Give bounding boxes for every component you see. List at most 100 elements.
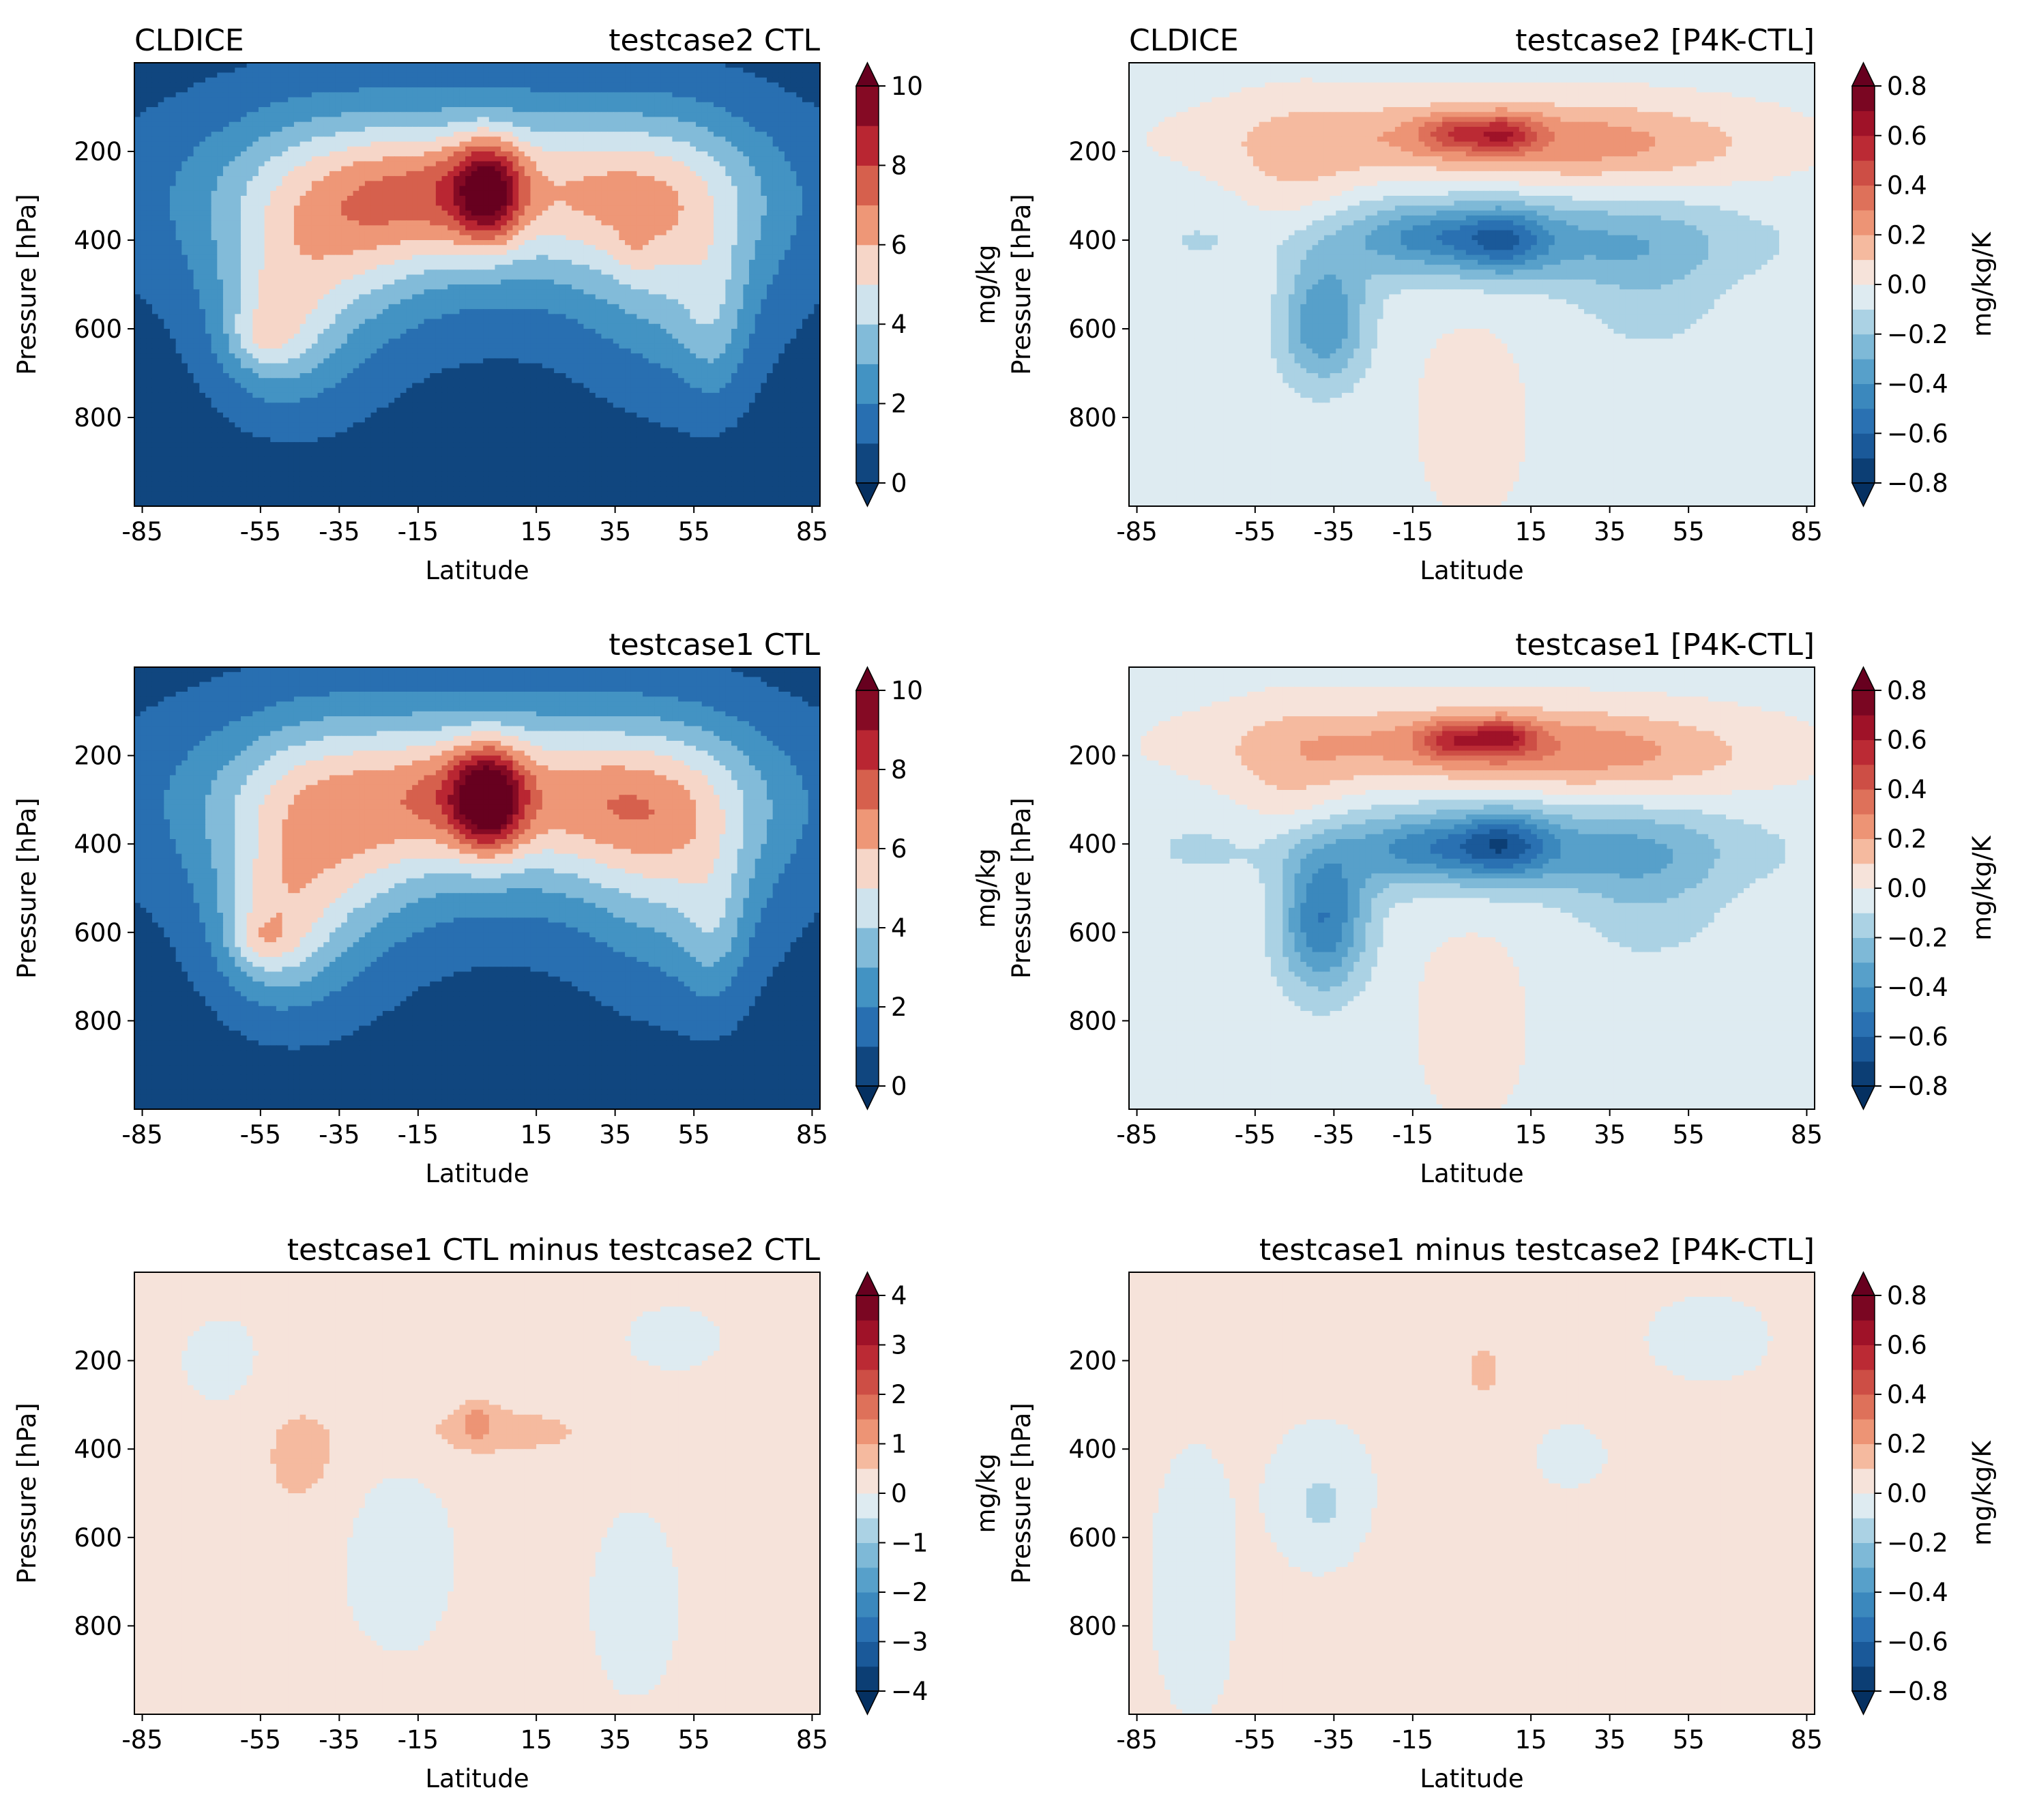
field-cell — [654, 63, 660, 68]
field-cell — [684, 72, 690, 78]
field-cell — [442, 72, 448, 78]
field-cell — [755, 98, 761, 103]
field-cell — [205, 78, 211, 83]
field-cell — [223, 102, 229, 108]
field-cell — [276, 132, 282, 137]
field-cell — [270, 87, 276, 93]
field-cell — [778, 78, 785, 83]
field-cell — [247, 107, 253, 113]
field-cell — [164, 68, 170, 73]
field-cell — [442, 68, 448, 73]
field-cell — [483, 92, 489, 98]
field-cell — [666, 132, 673, 137]
field-cell — [389, 136, 395, 142]
field-cell — [737, 107, 744, 113]
field-cell — [501, 78, 507, 83]
field-cell — [560, 78, 566, 83]
field-cell — [720, 92, 726, 98]
field-cell — [276, 107, 282, 113]
field-cell — [672, 87, 678, 93]
field-cell — [436, 132, 442, 137]
field-cell — [412, 92, 418, 98]
field-cell — [802, 83, 808, 88]
field-cell — [743, 112, 749, 117]
field-cell — [512, 132, 518, 137]
field-cell — [205, 112, 211, 117]
field-cell — [323, 132, 329, 137]
field-cell — [359, 92, 365, 98]
field-cell — [643, 122, 649, 128]
field-cell — [400, 87, 407, 93]
field-cell — [270, 136, 276, 142]
field-cell — [778, 127, 785, 132]
field-cell — [282, 72, 289, 78]
field-cell — [654, 112, 660, 117]
field-cell — [560, 68, 566, 73]
field-cell — [259, 112, 265, 117]
field-cell — [265, 98, 271, 103]
field-cell — [146, 87, 152, 93]
field-cell — [146, 83, 152, 88]
field-cell — [394, 102, 400, 108]
field-cell — [146, 107, 152, 113]
field-cell — [194, 98, 200, 103]
field-cell — [578, 127, 584, 132]
field-cell — [323, 72, 329, 78]
field-cell — [329, 63, 336, 68]
field-cell — [702, 78, 708, 83]
field-cell — [554, 132, 560, 137]
field-cell — [152, 117, 158, 122]
field-cell — [578, 63, 584, 68]
field-cell — [678, 107, 684, 113]
field-cell — [181, 112, 188, 117]
field-cell — [188, 112, 194, 117]
field-cell — [761, 102, 767, 108]
field-cell — [512, 127, 518, 132]
field-cell — [259, 122, 265, 128]
field-cell — [802, 68, 808, 73]
field-cell — [714, 112, 720, 117]
field-cell — [607, 127, 613, 132]
field-cell — [613, 127, 619, 132]
field-cell — [276, 83, 282, 88]
field-cell — [631, 92, 637, 98]
field-cell — [170, 136, 176, 142]
field-cell — [371, 127, 377, 132]
field-cell — [329, 68, 336, 73]
field-cell — [270, 122, 276, 128]
field-cell — [560, 87, 566, 93]
field-cell — [678, 78, 684, 83]
field-cell — [507, 127, 513, 132]
field-cell — [649, 72, 655, 78]
field-cell — [282, 87, 289, 93]
field-cell — [394, 117, 400, 122]
field-cell — [767, 107, 773, 113]
field-cell — [660, 78, 666, 83]
field-cell — [518, 72, 525, 78]
field-cell — [578, 112, 584, 117]
field-cell — [158, 63, 164, 68]
field-cell — [725, 102, 731, 108]
field-cell — [241, 98, 247, 103]
field-cell — [436, 117, 442, 122]
field-cell — [761, 92, 767, 98]
field-cell — [720, 117, 726, 122]
field-cell — [252, 136, 259, 142]
field-cell — [572, 63, 578, 68]
field-cell — [572, 112, 578, 117]
field-cell — [643, 68, 649, 73]
field-cell — [400, 63, 407, 68]
field-cell — [430, 92, 436, 98]
field-cell — [329, 102, 336, 108]
field-cell — [259, 107, 265, 113]
field-cell — [235, 107, 241, 113]
field-cell — [607, 92, 613, 98]
field-cell — [525, 87, 531, 93]
field-cell — [188, 117, 194, 122]
field-cell — [247, 68, 253, 73]
field-cell — [660, 122, 666, 128]
field-cell — [252, 72, 259, 78]
field-cell — [572, 83, 578, 88]
field-cell — [188, 122, 194, 128]
field-cell — [223, 117, 229, 122]
